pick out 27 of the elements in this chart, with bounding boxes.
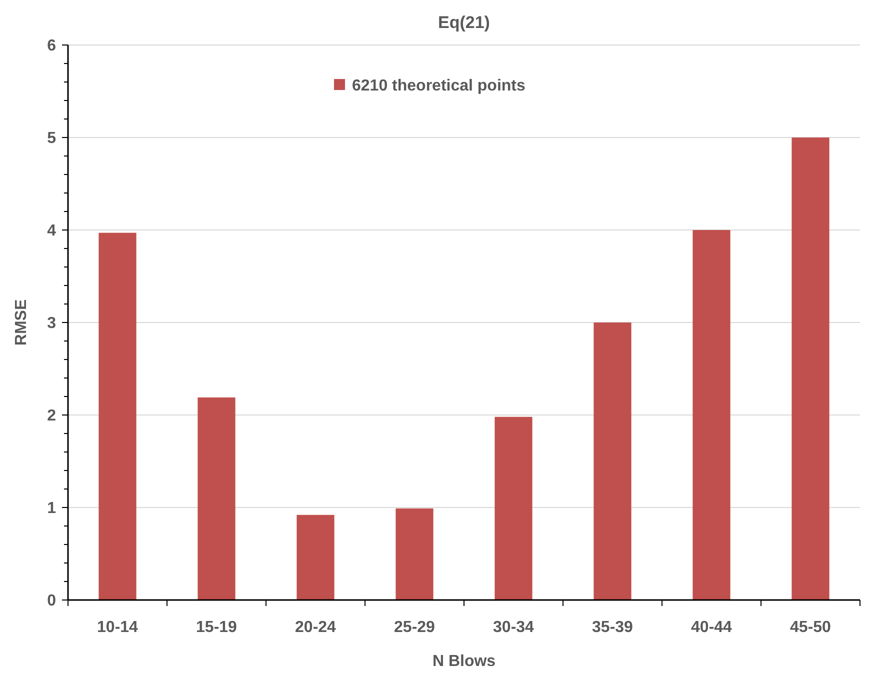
- x-tick-label: 40-44: [691, 619, 732, 636]
- x-axis-title: N Blows: [432, 653, 496, 670]
- chart-title: Eq(21): [438, 13, 490, 32]
- y-tick-label: 6: [47, 38, 56, 55]
- legend-label: 6210 theoretical points: [352, 78, 526, 95]
- bar: [594, 322, 632, 600]
- x-tick-label: 35-39: [592, 619, 634, 636]
- x-tick-label: 15-19: [196, 619, 238, 636]
- y-tick-label: 1: [47, 500, 56, 518]
- y-tick-label: 3: [47, 315, 56, 332]
- bar: [792, 138, 830, 600]
- y-tick-label: 2: [47, 408, 56, 425]
- x-tick-label: 25-29: [394, 619, 436, 636]
- y-tick-label: 5: [47, 130, 56, 148]
- bar: [396, 508, 434, 600]
- y-tick-label: 4: [47, 222, 56, 240]
- bar: [198, 397, 236, 600]
- x-tick-label: 30-34: [493, 619, 534, 636]
- y-axis-title: RMSE: [13, 299, 30, 346]
- bar: [296, 514, 334, 600]
- bar: [98, 232, 136, 600]
- x-tick-label: 10-14: [97, 619, 138, 636]
- bar: [692, 230, 730, 600]
- x-tick-label: 20-24: [295, 619, 336, 636]
- bar: [494, 416, 532, 600]
- x-tick-label: 45-50: [790, 619, 832, 636]
- y-tick-label: 0: [47, 592, 56, 610]
